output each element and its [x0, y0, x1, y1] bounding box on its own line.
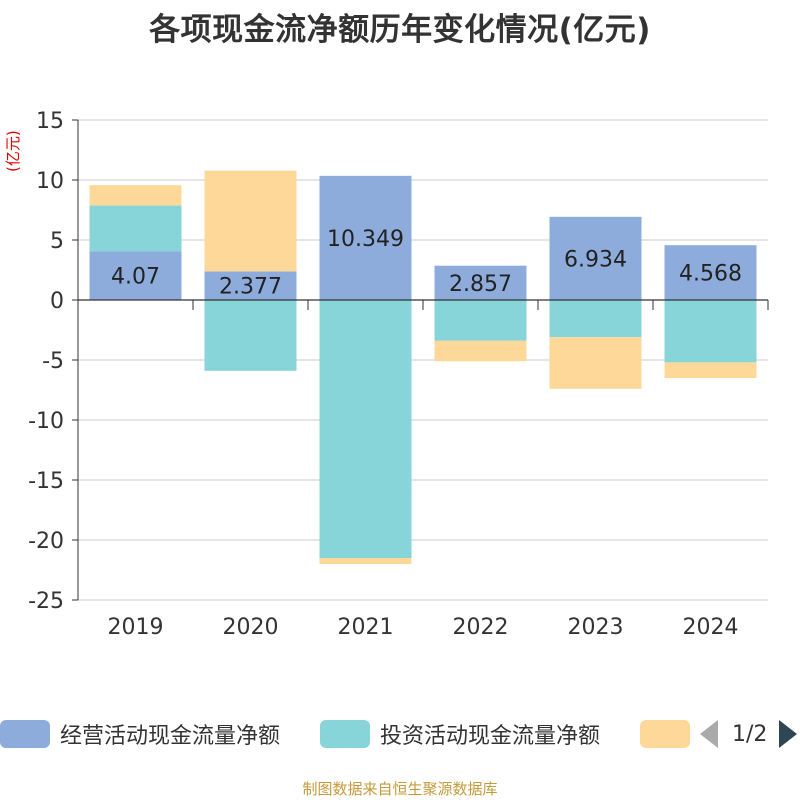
legend-next-page-icon[interactable] [779, 720, 798, 748]
bar-third-2020 [204, 170, 297, 272]
legend-item-operating[interactable]: 经营活动现金流量净额 [0, 716, 280, 752]
bar-third-2023 [549, 337, 642, 389]
legend-prev-page-icon[interactable] [700, 720, 718, 748]
data-label-operating: 4.568 [679, 262, 742, 287]
bar-investing-2022 [434, 300, 527, 341]
legend-pager: 1/2 [700, 716, 798, 752]
bar-operating-2023 [549, 216, 642, 300]
y-tick-label: -15 [28, 469, 64, 494]
y-tick-label: -5 [42, 349, 64, 374]
data-label-operating: 4.07 [111, 265, 160, 290]
legend-label-investing: 投资活动现金流量净额 [380, 724, 601, 749]
data-label-operating: 6.934 [564, 247, 627, 272]
data-label-operating: 2.857 [449, 272, 512, 297]
x-tick-label: 2023 [568, 615, 624, 640]
legend-page-indicator: 1/2 [732, 721, 768, 747]
x-tick-label: 2019 [108, 615, 164, 640]
y-tick-label: -25 [28, 589, 64, 614]
bar-operating-2019 [89, 251, 182, 300]
y-tick-label: -10 [28, 409, 64, 434]
legend-item-investing[interactable]: 投资活动现金流量净额 [320, 716, 600, 752]
legend-swatch-third [640, 720, 690, 748]
data-label-operating: 10.349 [327, 227, 404, 252]
x-tick-label: 2021 [338, 615, 394, 640]
y-tick-label: -20 [28, 529, 64, 554]
y-tick-label: 15 [36, 109, 64, 134]
legend-swatch-operating [0, 720, 50, 748]
y-tick-label: 0 [50, 289, 64, 314]
data-label-operating: 2.377 [219, 275, 282, 300]
bar-third-2022 [434, 340, 527, 362]
bar-third-2024 [664, 362, 757, 378]
bar-operating-2021 [319, 175, 412, 300]
bar-investing-2023 [549, 300, 642, 338]
legend-label-operating: 经营活动现金流量净额 [60, 724, 281, 749]
y-tick-label: 10 [36, 169, 64, 194]
data-source-note: 制图数据来自恒生聚源数据库 [302, 780, 498, 798]
legend-item-third[interactable] [640, 716, 690, 752]
bar-investing-2024 [664, 300, 757, 363]
bar-investing-2021 [319, 300, 412, 558]
x-tick-label: 2020 [223, 615, 279, 640]
bar-operating-2022 [434, 265, 527, 300]
bar-investing-2020 [204, 300, 297, 371]
bar-third-2021 [319, 558, 412, 564]
x-tick-label: 2024 [683, 615, 739, 640]
legend-swatch-investing [320, 720, 370, 748]
x-tick-label: 2022 [453, 615, 509, 640]
legend: 经营活动现金流量净额 投资活动现金流量净额 [0, 716, 800, 752]
bar-operating-2020 [204, 271, 297, 300]
bar-investing-2019 [89, 205, 182, 252]
bar-operating-2024 [664, 245, 757, 300]
chart-title: 各项现金流净额历年变化情况(亿元) [149, 12, 651, 48]
bar-third-2019 [89, 185, 182, 206]
y-tick-label: 5 [50, 229, 64, 254]
cashflow-bar-chart: 15 10 5 0 -5 -10 -15 -20 -25 4.07 2019 2.377 2020 10.… [28, 109, 769, 640]
